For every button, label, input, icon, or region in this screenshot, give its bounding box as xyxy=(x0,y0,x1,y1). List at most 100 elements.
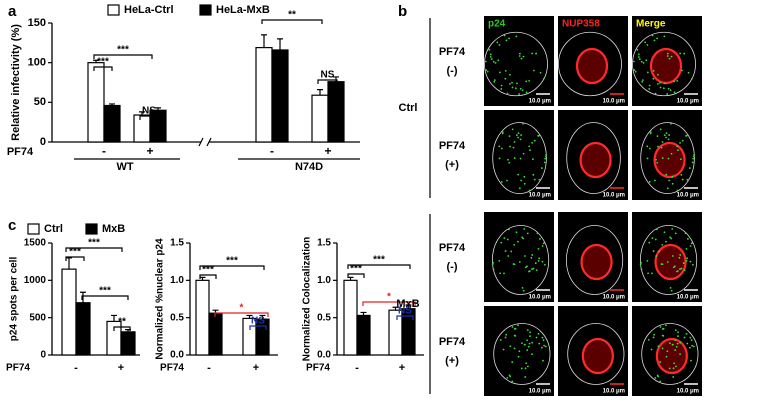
p24-spot xyxy=(517,324,519,327)
p24-spot xyxy=(659,128,662,131)
p24-spot xyxy=(496,41,499,44)
p24-spot xyxy=(660,146,663,149)
p24-spot xyxy=(529,335,531,338)
cell-outline xyxy=(566,122,621,194)
p24-spot xyxy=(674,339,677,342)
y-tick-label: 500 xyxy=(29,312,46,323)
p24-spot xyxy=(499,272,501,275)
significance-bracket xyxy=(139,115,159,120)
p24-spot xyxy=(646,157,649,160)
significance-label: NS xyxy=(398,306,412,317)
x-tick-label: + xyxy=(118,362,124,374)
significance-bracket xyxy=(347,273,365,278)
p24-spot xyxy=(672,367,675,370)
significance-bracket xyxy=(214,312,269,317)
p24-spot xyxy=(515,35,518,38)
p24-spot xyxy=(656,135,659,138)
p24-spot xyxy=(662,334,665,337)
p24-spot xyxy=(534,262,537,264)
significance-bracket xyxy=(93,66,113,71)
p24-spot xyxy=(665,173,668,176)
p24-spot xyxy=(522,289,525,292)
p24-spot xyxy=(664,82,666,85)
p24-spot xyxy=(524,266,527,269)
y-tick-label: 1500 xyxy=(24,238,47,249)
micrograph: 10.0 μm xyxy=(632,110,702,200)
significance-label: NS xyxy=(251,316,265,327)
p24-spot xyxy=(677,331,679,334)
cell-outline xyxy=(641,323,699,385)
p24-spot xyxy=(670,55,673,58)
p24-spot xyxy=(665,324,667,327)
p24-spot xyxy=(521,236,524,239)
p24-spot xyxy=(519,157,522,160)
micrograph: 10.0 μm xyxy=(484,306,554,396)
p24-spot xyxy=(497,59,500,62)
axis-break xyxy=(206,137,212,147)
y-tick-label: 0 xyxy=(40,136,46,148)
cell-outline xyxy=(640,122,695,194)
p24-spot xyxy=(519,87,522,90)
p24-spot xyxy=(510,250,513,253)
p24-spot xyxy=(679,52,682,55)
p24-spot xyxy=(661,157,664,159)
row-label: (+) xyxy=(445,355,459,367)
p24-spot xyxy=(500,181,503,183)
p24-spot xyxy=(506,92,509,95)
p24-spot xyxy=(679,254,682,256)
p24-spot xyxy=(646,259,649,262)
axis-break xyxy=(198,137,204,147)
y-tick-label: 1.5 xyxy=(317,238,331,249)
nuclear-envelope xyxy=(655,337,688,375)
p24-spot xyxy=(537,332,540,335)
p24-spot xyxy=(511,86,514,89)
p24-spot xyxy=(648,181,651,183)
row-label: (-) xyxy=(447,261,458,273)
nuclear-envelope xyxy=(654,243,687,281)
p24-spot xyxy=(648,147,651,150)
p24-spot xyxy=(671,182,674,185)
p24-spot xyxy=(511,128,514,131)
micrograph: 10.0 μm xyxy=(558,110,628,200)
x-tick-label: + xyxy=(146,144,153,158)
p24-spot xyxy=(672,343,674,346)
p24-spot xyxy=(516,82,518,85)
p24-spot xyxy=(669,287,672,289)
p24-spot xyxy=(633,69,636,72)
p24-spot xyxy=(488,48,491,51)
p24-spot xyxy=(541,260,544,263)
p24-spot xyxy=(658,250,661,253)
micrograph: 10.0 μm xyxy=(484,212,554,302)
p24-spot xyxy=(531,353,533,355)
error-bar xyxy=(93,59,99,63)
p24-spot xyxy=(680,173,683,176)
p24-spot xyxy=(501,132,504,135)
cell-outline xyxy=(632,31,696,97)
p24-spot xyxy=(504,336,507,339)
p24-spot xyxy=(508,161,511,164)
p24-spot xyxy=(661,328,664,330)
y-tick-label: 0.5 xyxy=(170,312,184,323)
p24-spot xyxy=(651,272,653,275)
significance-label: ** xyxy=(118,317,126,328)
p24-spot xyxy=(536,232,539,235)
p24-spot xyxy=(687,238,689,240)
p24-spot xyxy=(492,268,495,271)
legend-swatch xyxy=(27,223,40,235)
p24-spot xyxy=(679,353,681,355)
row-label: PF74 xyxy=(439,242,466,254)
bar xyxy=(87,62,105,143)
p24-spot xyxy=(544,155,547,158)
p24-spot xyxy=(673,80,676,83)
p24-spot xyxy=(634,70,637,73)
significance-label: * xyxy=(240,303,244,314)
p24-spot xyxy=(683,269,686,272)
p24-spot xyxy=(540,167,543,169)
micrograph-background xyxy=(484,110,554,200)
p24-spot xyxy=(678,256,681,259)
error-bar xyxy=(259,314,266,320)
error-bar xyxy=(109,103,115,106)
p24-spot xyxy=(509,145,511,148)
p24-spot xyxy=(504,77,507,80)
p24-spot xyxy=(692,157,695,160)
